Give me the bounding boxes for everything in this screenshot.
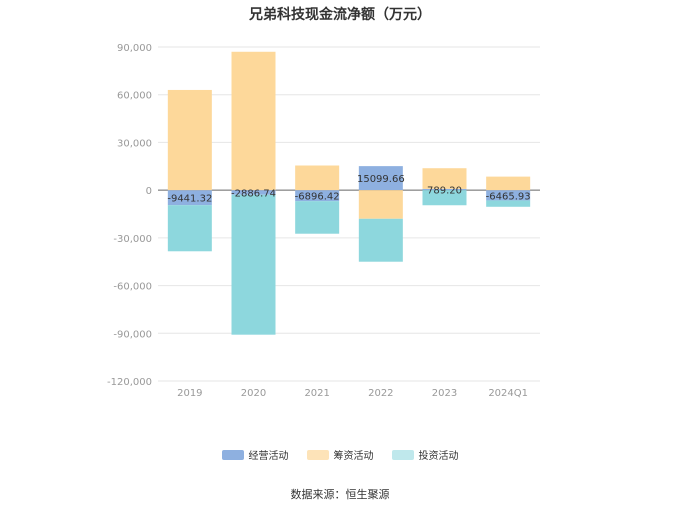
legend: 经营活动 筹资活动 投资活动 [0,447,680,462]
data-label-operating: -2886.74 [231,188,276,199]
data-label-operating: 789.20 [427,186,462,197]
data-label-operating: -6465.93 [486,191,531,202]
bar-operating-2020 [231,190,276,195]
y-tick-label: 60,000 [117,91,152,102]
legend-swatch-financing [306,449,329,460]
x-tick-label: 2024Q1 [488,388,528,399]
legend-item-investing[interactable]: 投资活动 [391,447,459,462]
bar-operating-2022 [358,166,403,191]
bar-investing-2021 [295,201,340,234]
x-tick-label: 2022 [368,388,393,399]
y-tick-label: 0 [146,186,152,197]
data-source-note: 数据来源：恒生聚源 [290,488,390,501]
legend-label-investing: 投资活动 [418,451,459,462]
bar-financing-2020 [231,51,276,191]
chart-title: 兄弟科技现金流净额（万元） [249,7,431,23]
cash-flow-chart: 90,000 60,000 30,000 0 -30,000 -60,000 -90,000… [107,43,540,399]
bar-investing-2024Q1 [486,200,531,207]
y-tick-label: 30,000 [117,138,152,149]
legend-label-operating: 经营活动 [248,451,289,462]
data-label-operating: 15099.66 [357,174,405,185]
bar-operating-2019 [167,190,212,206]
y-tick-label: 90,000 [117,43,152,54]
x-tick-label: 2020 [241,388,266,399]
x-tick-label: 2019 [177,388,202,399]
x-tick-label: 2023 [432,388,457,399]
bar-operating-2024Q1 [486,190,531,201]
bar-investing-2019 [167,205,212,252]
bar-investing-2020 [231,194,276,335]
legend-swatch-investing [391,449,414,460]
legend-item-financing[interactable]: 筹资活动 [306,447,374,462]
bar-investing-2022 [358,218,403,262]
data-label-operating: -6896.42 [295,192,340,203]
y-tick-label: -60,000 [113,282,152,293]
bar-financing-2024Q1 [486,176,531,191]
legend-label-financing: 筹资活动 [333,451,374,462]
y-tick-label: -120,000 [107,377,152,388]
bar-operating-2023 [422,188,467,191]
legend-swatch-operating [221,449,244,460]
data-label-operating: -9441.32 [167,194,212,205]
y-tick-label: -90,000 [113,329,152,340]
legend-item-operating[interactable]: 经营活动 [221,447,289,462]
bar-investing-2023 [422,190,467,206]
bar-operating-2021 [295,190,340,202]
y-tick-label: -30,000 [113,234,152,245]
bar-financing-2019 [167,89,212,191]
bar-financing-2023 [422,168,467,189]
x-tick-label: 2021 [304,388,329,399]
bar-financing-2021 [295,165,340,191]
bar-financing-2022 [358,190,403,219]
